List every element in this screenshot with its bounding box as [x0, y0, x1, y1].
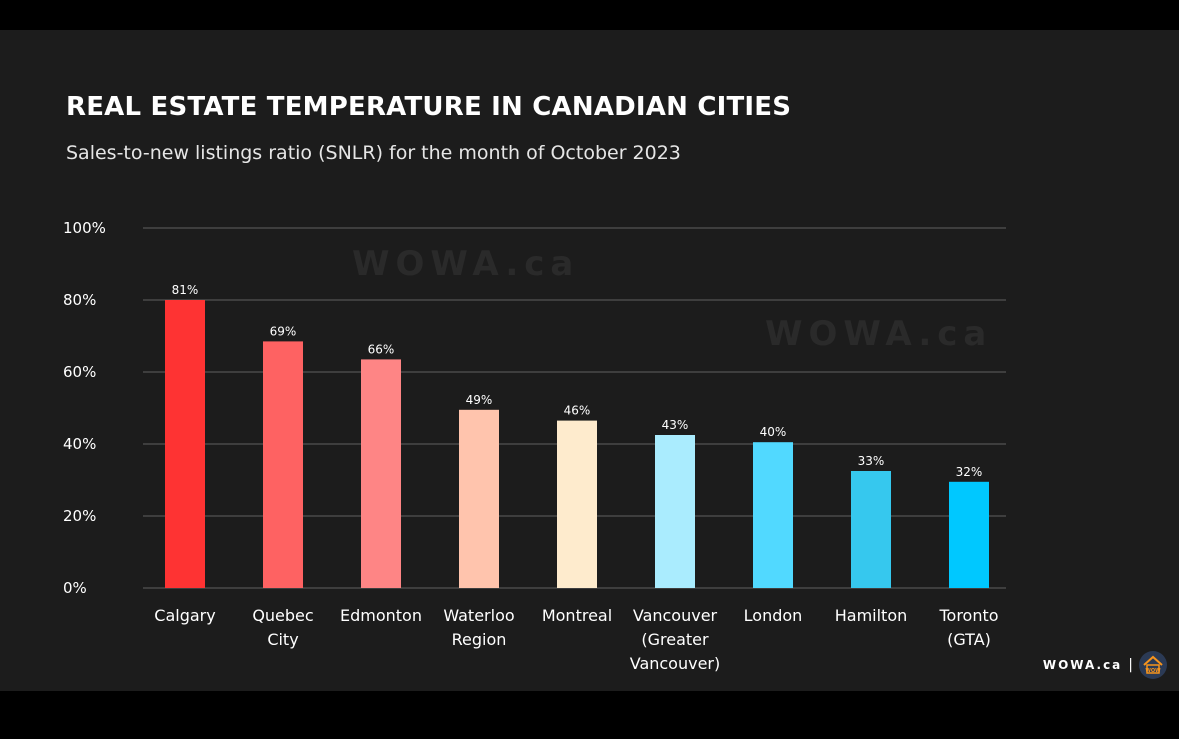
- x-tick-label: Quebec: [252, 606, 313, 625]
- data-label: 33%: [858, 454, 885, 468]
- x-tick-label: London: [744, 606, 803, 625]
- y-tick-label: 20%: [63, 507, 96, 525]
- watermark-text: WOWA.ca: [765, 314, 992, 354]
- y-tick-label: 0%: [63, 579, 87, 597]
- x-tick-label: Calgary: [154, 606, 215, 625]
- bar: [361, 359, 401, 588]
- y-tick-label: 60%: [63, 363, 96, 381]
- data-label: 49%: [466, 393, 493, 407]
- chart-subtitle: Sales-to-new listings ratio (SNLR) for t…: [66, 142, 681, 164]
- bar-chart: WOWA.ca WOWA.ca 0% 20% 40% 60% 80% 100% 81% Ca…: [63, 219, 1006, 673]
- bar: [753, 442, 793, 588]
- data-label: 40%: [760, 425, 787, 439]
- x-tick-label: Edmonton: [340, 606, 422, 625]
- x-tick-label: Montreal: [542, 606, 612, 625]
- x-tick-label: Waterloo: [443, 606, 514, 625]
- x-tick-label: Region: [452, 630, 507, 649]
- data-label: 81%: [172, 283, 199, 297]
- x-tick-label: City: [267, 630, 298, 649]
- brand-text: WOWA.ca: [1042, 658, 1123, 672]
- brand-footer: WOWA.ca | WOW: [1043, 651, 1167, 679]
- y-tick-label: 100%: [63, 219, 106, 237]
- x-tick-label: Vancouver: [633, 606, 718, 625]
- chart-title: REAL ESTATE TEMPERATURE IN CANADIAN CITI…: [66, 92, 792, 122]
- bar: [165, 300, 205, 588]
- bar: [263, 341, 303, 588]
- x-tick-label: Toronto: [938, 606, 998, 625]
- bar: [459, 409, 499, 588]
- chart-card: REAL ESTATE TEMPERATURE IN CANADIAN CITI…: [0, 30, 1179, 691]
- y-tick-label: 40%: [63, 435, 96, 453]
- x-tick-label: (GTA): [947, 630, 991, 649]
- x-tick-label: Vancouver): [630, 654, 721, 673]
- brand-separator: |: [1128, 657, 1133, 673]
- bar: [655, 435, 695, 588]
- bar: [557, 420, 597, 588]
- x-tick-label: (Greater: [641, 630, 709, 649]
- bar: [851, 471, 891, 588]
- y-tick-label: 80%: [63, 291, 96, 309]
- watermark-text: WOWA.ca: [352, 244, 579, 284]
- data-label: 46%: [564, 404, 591, 418]
- house-logo-icon: WOW: [1139, 651, 1167, 679]
- data-label: 43%: [662, 418, 689, 432]
- logo-text: WOW: [1145, 668, 1161, 674]
- bar: [949, 481, 989, 588]
- data-label: 32%: [956, 465, 983, 479]
- data-label: 69%: [270, 324, 297, 338]
- data-label: 66%: [368, 342, 395, 356]
- x-tick-label: Hamilton: [835, 606, 908, 625]
